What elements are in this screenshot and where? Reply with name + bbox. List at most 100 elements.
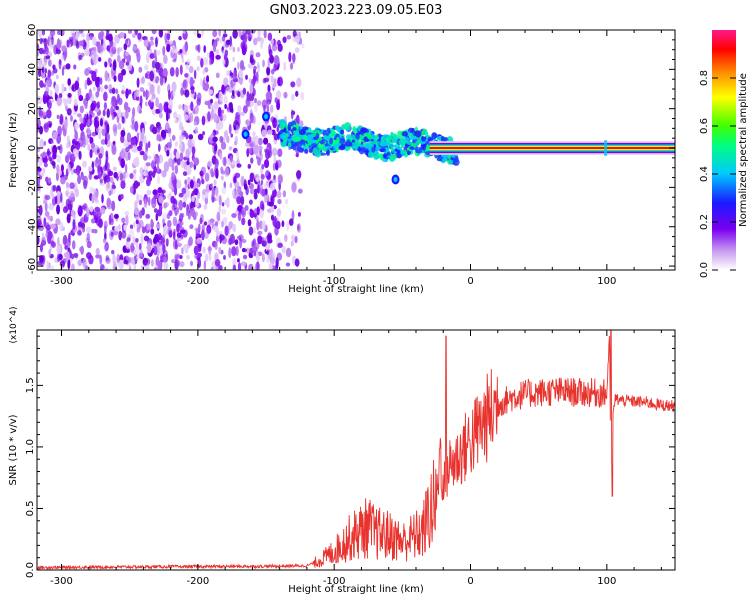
spectrogram-noise-blob: [84, 49, 90, 57]
spectrogram-noise-blob: [223, 95, 228, 104]
spectrogram-noise-blob: [173, 185, 178, 196]
spectrogram-noise-blob: [99, 264, 105, 270]
spectrogram-noise-blob: [291, 210, 295, 221]
spectrogram-noise-blob: [89, 114, 93, 120]
spectrogram-signal-blob: [357, 146, 361, 152]
spectrogram-noise-blob: [129, 172, 134, 179]
spectrogram-noise-blob: [71, 32, 76, 38]
spectrogram-signal-blob: [310, 133, 317, 138]
spectrogram-noise-blob: [204, 191, 209, 199]
snr-x-ticks: -300 -200 -100 0 100: [50, 330, 662, 587]
spectrogram-noise-blob: [272, 162, 276, 171]
spectrogram-noise-blob: [74, 141, 81, 151]
spectrogram-noise-blob: [95, 254, 101, 259]
spectrogram-noise-blob: [252, 37, 258, 46]
snr-y-ticks: 0.0 0.5 1.0 1.5: [25, 335, 675, 578]
spectrogram-noise-blob: [74, 121, 79, 130]
spectrogram-noise-blob: [257, 230, 263, 236]
spectrogram-noise-blob: [104, 137, 108, 145]
spectrogram-noise-blob: [174, 259, 179, 270]
spectrogram-noise-blob: [163, 161, 170, 173]
spectrogram-noise-blob: [263, 137, 269, 145]
spectrogram-noise-blob: [62, 234, 68, 246]
spectrogram-noise-blob: [209, 169, 213, 175]
spectrogram-noise-blob: [171, 81, 177, 93]
spectrogram-noise-blob: [158, 67, 164, 78]
spectrogram-noise-blob: [265, 148, 271, 160]
spectrogram-noise-blob: [166, 44, 171, 53]
spectrogram-noise-blob: [101, 193, 104, 204]
spectrogram-noise-blob: [91, 100, 97, 109]
colorbar-tick-label: 0.8: [699, 70, 710, 86]
spectrogram-noise-blob: [249, 247, 254, 254]
spectrogram-noise-blob: [55, 74, 59, 80]
spectrogram-noise-blob: [260, 173, 265, 180]
spectrogram-noise-blob: [125, 38, 129, 44]
spectrogram-noise-blob: [79, 246, 83, 253]
spectrogram-signal-blob: [409, 146, 415, 150]
spectrogram-noise-blob: [72, 138, 77, 146]
spectrogram-noise-blob: [66, 135, 70, 143]
spectrogram-noise-blob: [74, 130, 78, 142]
spectrogram-noise-blob: [167, 127, 172, 134]
spectrogram-signal-blob: [288, 142, 292, 148]
spectrogram-noise-blob: [190, 79, 195, 84]
spectrogram-noise-blob: [120, 158, 125, 169]
spectrogram-noise-blob: [117, 108, 121, 118]
spectrogram-noise-blob: [236, 196, 242, 205]
spectrogram-noise-blob: [232, 188, 237, 199]
spectrogram-noise-blob: [203, 57, 209, 66]
spectrogram-noise-blob: [47, 59, 52, 67]
colorbar-tick-label: 0.0: [699, 262, 710, 278]
spectrogram-noise-blob: [111, 200, 116, 212]
spectrogram-noise-blob: [45, 176, 49, 183]
spectrogram-noise-blob: [286, 35, 292, 40]
spectrogram-signal-blob: [383, 140, 388, 147]
spectrogram-noise-blob: [184, 179, 187, 185]
spectrogram-signal-blob: [298, 129, 306, 136]
spectrogram-noise-blob: [133, 169, 137, 174]
spectrogram-noise-blob: [147, 82, 152, 87]
spectrogram-noise-blob: [239, 111, 245, 116]
spectrogram-noise-blob: [248, 78, 252, 84]
spectrogram-noise-blob: [65, 63, 71, 70]
spectrogram-noise-blob: [118, 259, 125, 270]
spectrogram-noise-blob: [56, 114, 60, 120]
spectrogram-noise-blob: [216, 193, 220, 202]
spectrogram-noise-blob: [194, 227, 200, 232]
spectrogram-noise-blob: [145, 162, 151, 167]
spectrogram-noise-blob: [46, 260, 49, 270]
spectrogram-noise-blob: [301, 43, 305, 49]
spectrogram-noise-blob: [43, 217, 47, 227]
spectrogram-noise-blob: [142, 171, 148, 177]
spectrogram-noise-blob: [162, 218, 165, 225]
spectrogram-noise-blob: [173, 111, 178, 119]
spectrogram-noise-blob: [60, 192, 63, 204]
spectrogram-noise-blob: [153, 194, 158, 200]
spectrogram-noise-blob: [132, 33, 136, 39]
spectrogram-noise-blob: [119, 172, 124, 181]
spectrogram-noise-blob: [295, 153, 299, 158]
spectrogram-noise-blob: [179, 151, 184, 162]
spectrogram-noise-blob: [242, 105, 248, 114]
spectrogram-noise-blob: [90, 50, 96, 60]
spectrogram-y-tick-label: -40: [27, 219, 38, 235]
spectrogram-noise-blob: [112, 60, 117, 72]
spectrogram-noise-blob: [184, 41, 189, 53]
spectrogram-noise-blob: [140, 233, 144, 245]
spectrogram-noise-blob: [180, 221, 184, 226]
spectrogram-noise-blob: [138, 66, 143, 73]
spectrogram-noise-blob: [73, 168, 78, 174]
spectrogram-noise-blob: [219, 265, 223, 270]
spectrogram-noise-blob: [86, 252, 92, 260]
spectrogram-noise-blob: [294, 236, 298, 244]
spectrogram-noise-blob: [195, 126, 198, 134]
spectrogram-noise-blob: [176, 114, 182, 122]
snr-y-axis-label: SNR (10 * v/v): [8, 414, 19, 485]
spectrogram-noise-blob: [93, 86, 96, 92]
spectrogram-noise-blob: [273, 55, 280, 66]
spectrogram-noise-blob: [180, 229, 186, 234]
spectrogram-signal-blob: [371, 146, 376, 153]
spectrogram-noise-blob: [256, 100, 262, 106]
spectrogram-noise-blob: [182, 30, 186, 34]
